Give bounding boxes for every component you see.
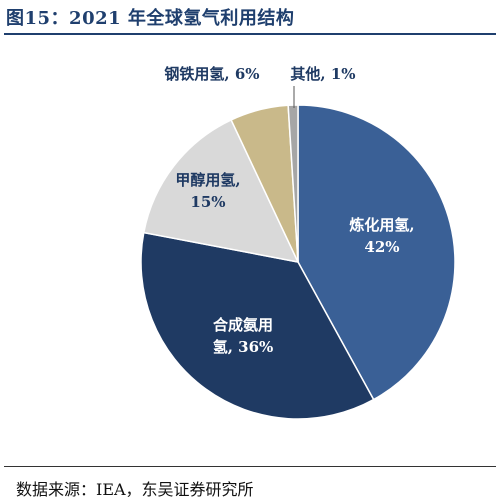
pie-slice-0	[297, 104, 456, 401]
pie-slice-1	[140, 231, 375, 420]
source-note: 数据来源：IEA，东吴证券研究所	[16, 480, 254, 499]
data-label-0: 炼化用氢, 42%	[349, 216, 414, 256]
data-label-line: 42%	[364, 238, 399, 256]
pie-chart: 炼化用氢, 42% 合成氨用氢, 36% 甲醇用氢, 15% 钢铁用氢, 6% 其他, 1%	[140, 65, 456, 420]
data-label-line: 钢铁用氢, 6%	[164, 65, 259, 83]
footer-divider	[4, 466, 496, 467]
data-label-line: 合成氨用	[212, 316, 273, 334]
data-label-line: 15%	[190, 193, 225, 211]
data-label-3: 钢铁用氢, 6%	[164, 65, 259, 83]
data-label-4: 其他, 1%	[290, 65, 355, 83]
data-label-line: 其他, 1%	[290, 65, 355, 83]
pie-slice-2	[142, 118, 300, 264]
data-label-1: 合成氨用氢, 36%	[212, 316, 273, 356]
data-label-2: 甲醇用氢, 15%	[175, 171, 240, 211]
data-label-line: 甲醇用氢,	[175, 171, 240, 189]
pie-slice-4	[287, 104, 299, 263]
chart-title: 图15：2021 年全球氢气利用结构	[6, 8, 295, 29]
title-divider	[4, 33, 496, 35]
data-label-line: 炼化用氢,	[349, 216, 414, 234]
data-label-line: 氢, 36%	[213, 338, 274, 356]
pie-chart-area: 炼化用氢, 42% 合成氨用氢, 36% 甲醇用氢, 15% 钢铁用氢, 6% 其他, 1%	[0, 40, 500, 460]
